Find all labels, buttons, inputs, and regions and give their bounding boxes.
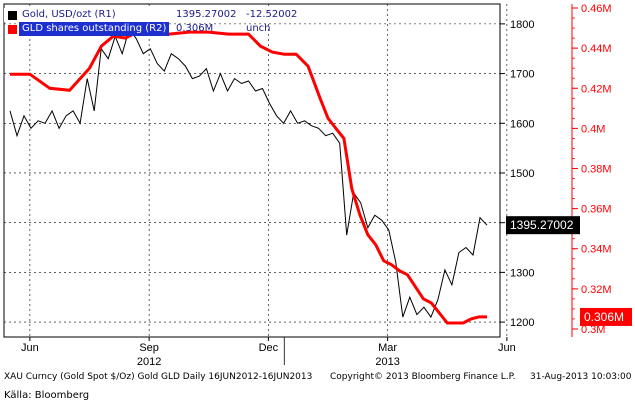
tick-labels: 18001700160015001400130012000.46M0.44M0.… — [21, 3, 612, 368]
gold-last-box — [506, 216, 580, 235]
x-month-label: Mar — [378, 342, 397, 354]
gld-last-label: 0.306M — [584, 310, 624, 324]
footer-copyright: Copyright© 2013 Bloomberg Finance L.P. — [330, 372, 516, 382]
legend-gold-change: -12.52002 — [246, 9, 298, 20]
left-axis-tick-label: 1600 — [510, 118, 534, 130]
gridlines — [4, 4, 508, 337]
left-axis-tick-label: 1200 — [510, 317, 534, 329]
right-axis-tick-label: 0.38M — [581, 163, 612, 175]
left-axis-tick-label: 1800 — [510, 19, 534, 31]
right-axis-tick-label: 0.34M — [581, 244, 612, 256]
legend-gold-name: Gold, USD/ozt (R1) — [22, 9, 116, 20]
source-note: Källa: Bloomberg — [4, 390, 90, 401]
x-month-label: Sep — [139, 342, 159, 354]
legend-gld: GLD shares outstanding (R2) 0.306M unch — [4, 22, 296, 36]
x-year-label: 2012 — [137, 356, 161, 368]
left-axis-tick-label: 1300 — [510, 267, 534, 279]
gold-last-label: 1395.27002 — [510, 218, 574, 232]
legend: Gold, USD/ozt (R1) 1395.27002 -12.52002 … — [4, 8, 298, 36]
right-axis-tick-label: 0.42M — [581, 83, 612, 95]
plot-frame — [3, 3, 501, 338]
last-value-labels: 1395.27002 0.306M — [506, 216, 632, 326]
right-axis-tick-label: 0.4M — [581, 123, 605, 135]
footer-timestamp: 31-Aug-2013 10:03:00 — [530, 372, 632, 382]
x-year-label: 2013 — [375, 356, 399, 368]
axes — [3, 3, 578, 365]
x-month-label: Jun — [21, 342, 39, 354]
legend-gld-name: GLD shares outstanding (R2) — [19, 22, 170, 36]
gld-last-box — [580, 307, 632, 326]
right-axis-tick-label: 0.32M — [581, 284, 612, 296]
x-month-label: Dec — [259, 342, 279, 354]
gold-series-line — [9, 27, 488, 319]
gld-swatch — [8, 25, 17, 34]
x-month-label: Jun — [498, 342, 516, 354]
legend-gold: Gold, USD/ozt (R1) 1395.27002 -12.52002 — [4, 8, 298, 22]
right-axis-tick-label: 0.3M — [581, 324, 605, 336]
footer-left: XAU Curncy (Gold Spot $/Oz) Gold GLD Dai… — [4, 372, 313, 382]
right-axis-tick-label: 0.44M — [581, 43, 612, 55]
left-axis-tick-label: 1500 — [510, 168, 534, 180]
right-axis-tick-label: 0.36M — [581, 204, 612, 216]
gld-series-line — [10, 30, 487, 325]
left-axis-tick-label: 1700 — [510, 69, 534, 81]
legend-gld-change: unch — [246, 23, 271, 34]
right-axis-tick-label: 0.46M — [581, 3, 612, 15]
legend-gold-value: 1395.27002 — [176, 9, 237, 20]
legend-gld-value: 0.306M — [176, 23, 214, 34]
gold-swatch — [8, 11, 17, 20]
